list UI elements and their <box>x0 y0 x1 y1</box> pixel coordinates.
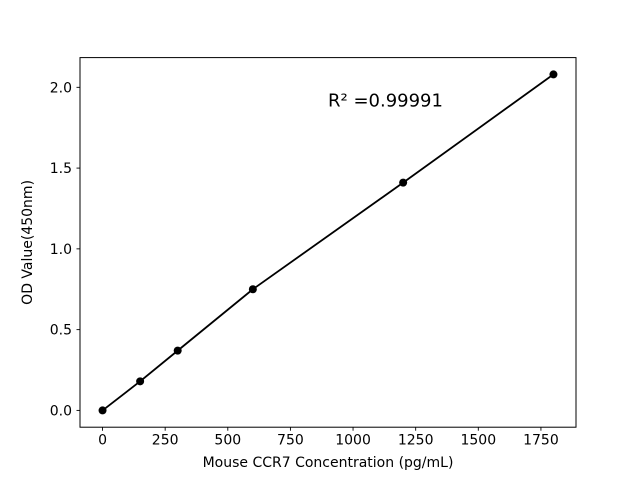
y-tick-label: 0.5 <box>50 323 72 339</box>
data-point <box>98 406 107 415</box>
plot-area <box>79 57 577 428</box>
x-tick-label: 1500 <box>460 433 496 449</box>
x-tick-label: 750 <box>277 433 304 449</box>
data-point <box>173 346 182 355</box>
x-tick-label: 500 <box>214 433 241 449</box>
data-point <box>248 285 257 294</box>
x-axis-label: Mouse CCR7 Concentration (pg/mL) <box>203 455 454 471</box>
y-tick-label: 1.0 <box>50 242 72 258</box>
y-tick-label: 0.0 <box>50 403 72 419</box>
data-point <box>399 178 408 187</box>
data-line <box>101 73 554 412</box>
y-tick-label: 1.5 <box>50 161 72 177</box>
x-tick-label: 1000 <box>335 433 371 449</box>
r-squared-annotation: R² =0.99991 <box>328 91 443 112</box>
x-tick-label: 1250 <box>398 433 434 449</box>
data-series <box>98 70 558 415</box>
data-point <box>136 377 145 386</box>
axes-ticks: 0 250 500 750 1000 1250 1500 1750 0.0 0.5 1.0 1.5 2.… <box>50 80 559 448</box>
x-tick-label: 0 <box>98 433 107 449</box>
y-axis-label: OD Value(450nm) <box>20 180 36 305</box>
x-tick-label: 250 <box>152 433 179 449</box>
y-tick-label: 2.0 <box>50 80 72 96</box>
data-point <box>549 70 558 79</box>
x-tick-label: 1750 <box>523 433 559 449</box>
